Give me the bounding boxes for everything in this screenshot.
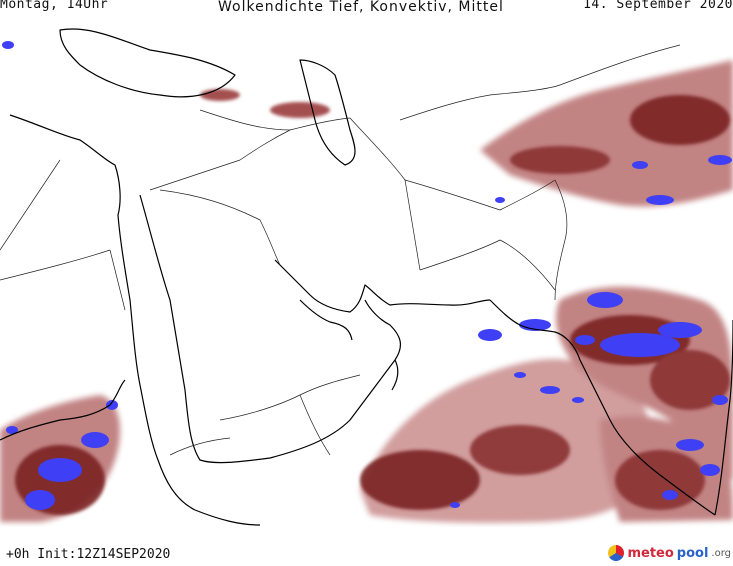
map-title: Wolkendichte Tief, Konvektiv, Mittel bbox=[218, 0, 504, 15]
logo-text-accent: pool bbox=[676, 545, 709, 561]
forecast-date-label: 14. September 2020 bbox=[583, 0, 733, 12]
cloud-field-low bbox=[0, 60, 733, 523]
footer-bar: +0h Init:12Z14SEP2020 meteo pool .org bbox=[0, 527, 733, 566]
cloud-density-map bbox=[0, 28, 733, 526]
logo-text-main: meteo bbox=[627, 545, 674, 561]
country-borders bbox=[0, 44, 681, 456]
forecast-time-label: Montag, 14Uhr bbox=[0, 0, 109, 12]
logo-text-suffix: .org bbox=[711, 547, 731, 559]
meteopool-logo[interactable]: meteo pool .org bbox=[608, 545, 731, 561]
logo-circle-icon bbox=[608, 545, 625, 561]
init-time-label: +0h Init:12Z14SEP2020 bbox=[6, 547, 171, 562]
